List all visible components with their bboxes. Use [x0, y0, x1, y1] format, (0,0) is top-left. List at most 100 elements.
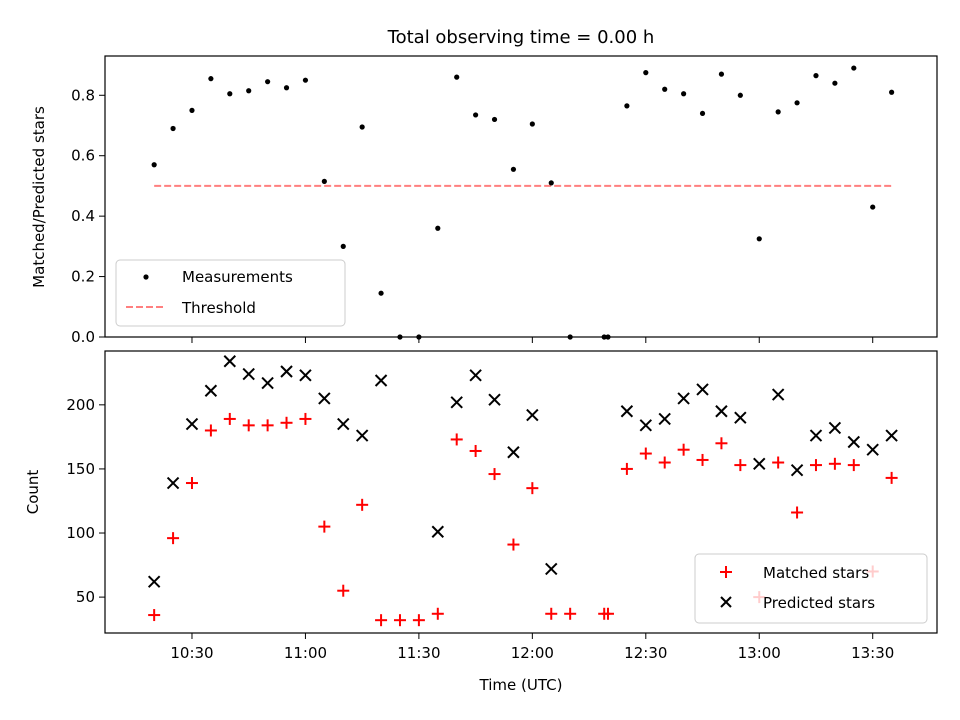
matched-star-point: [204, 424, 217, 437]
predicted-star-point: [809, 429, 823, 442]
measurement-point: [491, 116, 498, 123]
matched-star-point: [601, 607, 614, 620]
matched-star-point: [828, 457, 841, 470]
y-tick-label: 100: [66, 524, 95, 542]
predicted-star-point: [753, 457, 766, 471]
matched-star-point: [791, 506, 804, 519]
predicted-star-point: [790, 464, 804, 477]
predicted-star-point: [431, 525, 445, 538]
measurement-point: [813, 73, 819, 79]
legend-matched-marker: [720, 566, 732, 578]
measurement-point: [889, 89, 895, 95]
bottom-legend-box: [694, 553, 928, 624]
matched-star-point: [261, 419, 274, 432]
measurement-point: [529, 121, 535, 127]
measurement-point: [699, 110, 706, 117]
measurement-point: [246, 88, 252, 94]
x-tick-label: 11:00: [284, 644, 327, 662]
matched-star-point: [393, 614, 406, 627]
predicted-star-point: [734, 411, 747, 424]
predicted-star-point: [885, 429, 898, 442]
predicted-star-point: [658, 412, 671, 426]
top-panel: 0.00.20.40.60.8 Matched/Predicted stars …: [30, 55, 938, 346]
y-tick-label: 0.2: [71, 268, 95, 286]
bottom-legend: Matched stars Predicted stars: [694, 553, 928, 624]
top-y-axis-title: Matched/Predicted stars: [30, 106, 48, 288]
matched-star-point: [885, 471, 898, 484]
bottom-y-axis-title: Count: [24, 470, 42, 515]
measurement-point: [643, 70, 649, 76]
measurement-point: [662, 86, 668, 92]
measurement-point: [170, 125, 176, 132]
matched-star-point: [696, 453, 709, 466]
matched-star-point: [772, 456, 785, 469]
matched-star-point: [620, 462, 633, 475]
measurement-point: [454, 74, 460, 80]
y-tick-label: 0.8: [71, 86, 95, 104]
matched-star-point: [507, 538, 520, 551]
matched-star-point: [809, 459, 822, 472]
y-tick-label: 50: [76, 588, 95, 606]
measurement-point: [756, 236, 762, 242]
x-tick-label: 12:00: [511, 644, 554, 662]
measurement-point: [227, 91, 233, 97]
measurement-point: [718, 71, 725, 77]
matched-star-point: [450, 433, 463, 446]
measurement-point: [283, 85, 290, 91]
matched-star-point: [242, 419, 255, 432]
predicted-star-point: [450, 396, 463, 409]
matched-star-point: [734, 459, 747, 472]
predicted-star-point: [204, 384, 218, 397]
top-x-ticks: [191, 337, 874, 343]
legend-measurements-marker: [143, 274, 149, 280]
measurement-point: [794, 100, 800, 106]
predicted-star-point: [866, 443, 879, 456]
predicted-star-point: [469, 369, 482, 382]
predicted-star-point: [620, 405, 634, 418]
predicted-star-point: [374, 374, 388, 387]
matched-star-point: [337, 584, 350, 597]
y-tick-label: 200: [66, 396, 95, 414]
predicted-star-point: [488, 393, 501, 406]
measurement-point: [775, 109, 781, 115]
matched-star-point: [280, 416, 293, 429]
predicted-star-point: [771, 388, 785, 401]
measurement-point: [359, 124, 365, 130]
measurement-point: [189, 107, 195, 113]
matched-star-point: [412, 614, 425, 627]
predicted-star-point: [545, 562, 558, 576]
measurement-point: [624, 103, 630, 109]
predicted-star-point: [715, 405, 728, 418]
measurement-point: [321, 178, 327, 184]
matched-star-point: [167, 532, 180, 545]
matched-star-point: [431, 607, 444, 620]
predicted-star-point: [696, 383, 709, 396]
matched-star-point: [185, 477, 198, 490]
bottom-y-ticks: 50 100 150 200: [66, 396, 105, 606]
matched-star-point: [847, 459, 860, 472]
bottom-panel: 50 100 150 200 10:30 11:00 11:30 12:00 12:30 13:…: [24, 350, 938, 694]
x-tick-label: 13:00: [738, 644, 781, 662]
top-y-ticks: 0.0 0.2 0.4 0.6 0.8: [71, 86, 105, 346]
measurement-point: [870, 204, 876, 210]
measurement-point: [832, 80, 838, 86]
legend-predicted-label: Predicted stars: [763, 594, 875, 612]
top-plot-frame: [104, 55, 938, 338]
predicted-star-point: [147, 575, 161, 588]
predicted-star-point: [261, 376, 274, 390]
y-tick-label: 0.4: [71, 207, 95, 225]
matched-star-point: [318, 520, 331, 533]
top-legend: Measurements Threshold: [115, 259, 346, 327]
measurement-point: [435, 225, 441, 231]
matched-star-point: [715, 437, 728, 450]
matched-star-point: [564, 607, 577, 620]
measurement-point: [851, 65, 857, 71]
measurement-point: [510, 166, 517, 172]
x-axis-title: Time (UTC): [479, 676, 563, 694]
predicted-star-point: [280, 365, 293, 378]
predicted-star-point: [223, 355, 237, 368]
predicted-star-point: [299, 369, 312, 382]
measurement-point: [473, 112, 479, 118]
legend-matched-label: Matched stars: [763, 564, 869, 582]
measurement-point: [302, 77, 309, 83]
